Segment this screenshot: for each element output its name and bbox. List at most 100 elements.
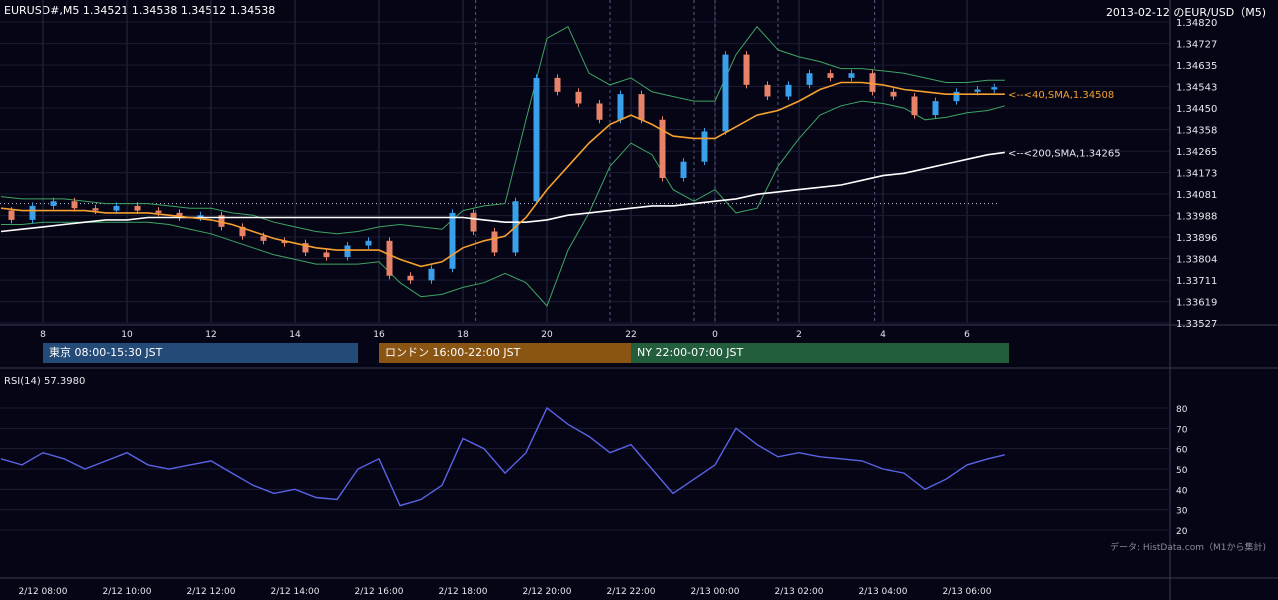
rsi-line — [0, 406, 1005, 507]
price-tick-label: 1.34820 — [1176, 18, 1217, 29]
price-tick-label: 1.33896 — [1176, 233, 1217, 244]
candle-body — [932, 101, 939, 116]
rsi-tick-label: 80 — [1176, 405, 1188, 415]
price-tick-label: 1.33527 — [1176, 319, 1217, 330]
candle-body — [281, 240, 288, 244]
sma40-line — [0, 81, 1005, 268]
candle-body — [92, 208, 99, 211]
date-tick-label: 2/12 08:00 — [18, 587, 67, 597]
data-source-note: データ: HistData.com（M1から集計) — [1110, 541, 1266, 553]
symbol-header: EURUSD#,M5 1.34521 1.34538 1.34512 1.345… — [4, 4, 276, 17]
price-tick-label: 1.34265 — [1176, 147, 1217, 158]
price-tick-label: 1.33804 — [1176, 255, 1217, 266]
price-tick-label: 1.33988 — [1176, 212, 1217, 223]
candle-body — [869, 73, 876, 92]
candle-body — [407, 275, 414, 281]
date-tick-label: 2/12 12:00 — [186, 587, 235, 597]
date-tick-label: 2/12 20:00 — [522, 587, 571, 597]
date-tick-label: 2/12 10:00 — [102, 587, 151, 597]
candle-body — [827, 73, 834, 78]
candle-body — [680, 161, 687, 178]
rsi-tick-label: 20 — [1176, 527, 1188, 537]
candle-body — [554, 77, 561, 92]
sma40-label: <--<40,SMA,1.34508 — [1008, 90, 1114, 101]
candle-body — [134, 205, 141, 211]
price-tick-label: 1.33619 — [1176, 298, 1217, 309]
candle-body — [848, 73, 855, 78]
candle-body — [953, 91, 960, 102]
candle-body — [491, 231, 498, 253]
candle-body — [260, 236, 267, 241]
candle-body — [218, 215, 225, 227]
hour-tick-label: 14 — [289, 330, 301, 340]
date-tick-label: 2/12 18:00 — [438, 587, 487, 597]
candle-body — [113, 205, 120, 211]
price-tick-label: 1.34543 — [1176, 82, 1217, 93]
date-tick-label: 2/12 16:00 — [354, 587, 403, 597]
candle-body — [617, 94, 624, 120]
hour-tick-label: 6 — [964, 330, 970, 340]
candle-body — [176, 212, 183, 218]
candle-body — [638, 94, 645, 120]
session-box: NY 22:00-07:00 JST — [631, 343, 1009, 363]
hour-tick-label: 4 — [880, 330, 886, 340]
price-tick-label: 1.34450 — [1176, 104, 1217, 115]
candle-body — [365, 240, 372, 246]
candle-body — [323, 252, 330, 258]
candle-body — [890, 91, 897, 97]
sma200-label: <--<200,SMA,1.34265 — [1008, 148, 1121, 159]
sma200-line — [0, 151, 1005, 233]
date-tick-label: 2/13 00:00 — [690, 587, 739, 597]
rsi-tick-label: 30 — [1176, 507, 1188, 517]
candle-body — [764, 84, 771, 97]
candle-body — [50, 201, 57, 206]
candle-body — [722, 54, 729, 132]
candle-body — [386, 240, 393, 276]
date-tick-label: 2/12 14:00 — [270, 587, 319, 597]
candle-body — [575, 91, 582, 104]
candle-body — [155, 210, 162, 213]
bollinger-lower-line — [1, 100, 1005, 307]
candle-body — [701, 131, 708, 162]
price-tick-label: 1.34727 — [1176, 40, 1217, 51]
hour-tick-label: 0 — [712, 330, 718, 340]
hour-tick-label: 2 — [796, 330, 802, 340]
date-tick-label: 2/13 04:00 — [858, 587, 907, 597]
date-tick-label: 2/12 22:00 — [606, 587, 655, 597]
rsi-title: RSI(14) 57.3980 — [4, 376, 85, 387]
candle-body — [8, 210, 15, 220]
chart-title: 2013-02-12 のEUR/USD（M5) — [1105, 6, 1266, 19]
candle-body — [449, 212, 456, 269]
hour-tick-label: 18 — [457, 330, 469, 340]
candle-body — [302, 243, 309, 253]
hour-tick-label: 22 — [625, 330, 636, 340]
hour-tick-label: 10 — [121, 330, 133, 340]
rsi-tick-label: 50 — [1176, 466, 1188, 476]
candle-body — [911, 96, 918, 116]
candle-body — [239, 226, 246, 237]
candle-body — [533, 77, 540, 202]
candle-body — [344, 245, 351, 258]
price-tick-label: 1.33711 — [1176, 276, 1217, 287]
candle-body — [806, 73, 813, 85]
rsi-tick-label: 70 — [1176, 425, 1188, 435]
session-box: 東京 08:00-15:30 JST — [43, 343, 358, 363]
candle-body — [659, 119, 666, 178]
rsi-tick-label: 40 — [1176, 486, 1188, 496]
candle-body — [428, 268, 435, 281]
price-tick-label: 1.34358 — [1176, 126, 1217, 137]
candle-body — [71, 201, 78, 209]
date-tick-label: 2/13 02:00 — [774, 587, 823, 597]
hour-tick-label: 8 — [40, 330, 46, 340]
hour-tick-label: 12 — [205, 330, 216, 340]
candle-body — [29, 205, 36, 220]
hour-tick-label: 20 — [541, 330, 553, 340]
hour-tick-label: 16 — [373, 330, 385, 340]
candle-body — [197, 215, 204, 218]
candle-body — [743, 54, 750, 85]
price-tick-label: 1.34635 — [1176, 61, 1217, 72]
candle-body — [991, 87, 998, 90]
candle-body — [596, 103, 603, 120]
date-tick-label: 2/13 06:00 — [942, 587, 991, 597]
